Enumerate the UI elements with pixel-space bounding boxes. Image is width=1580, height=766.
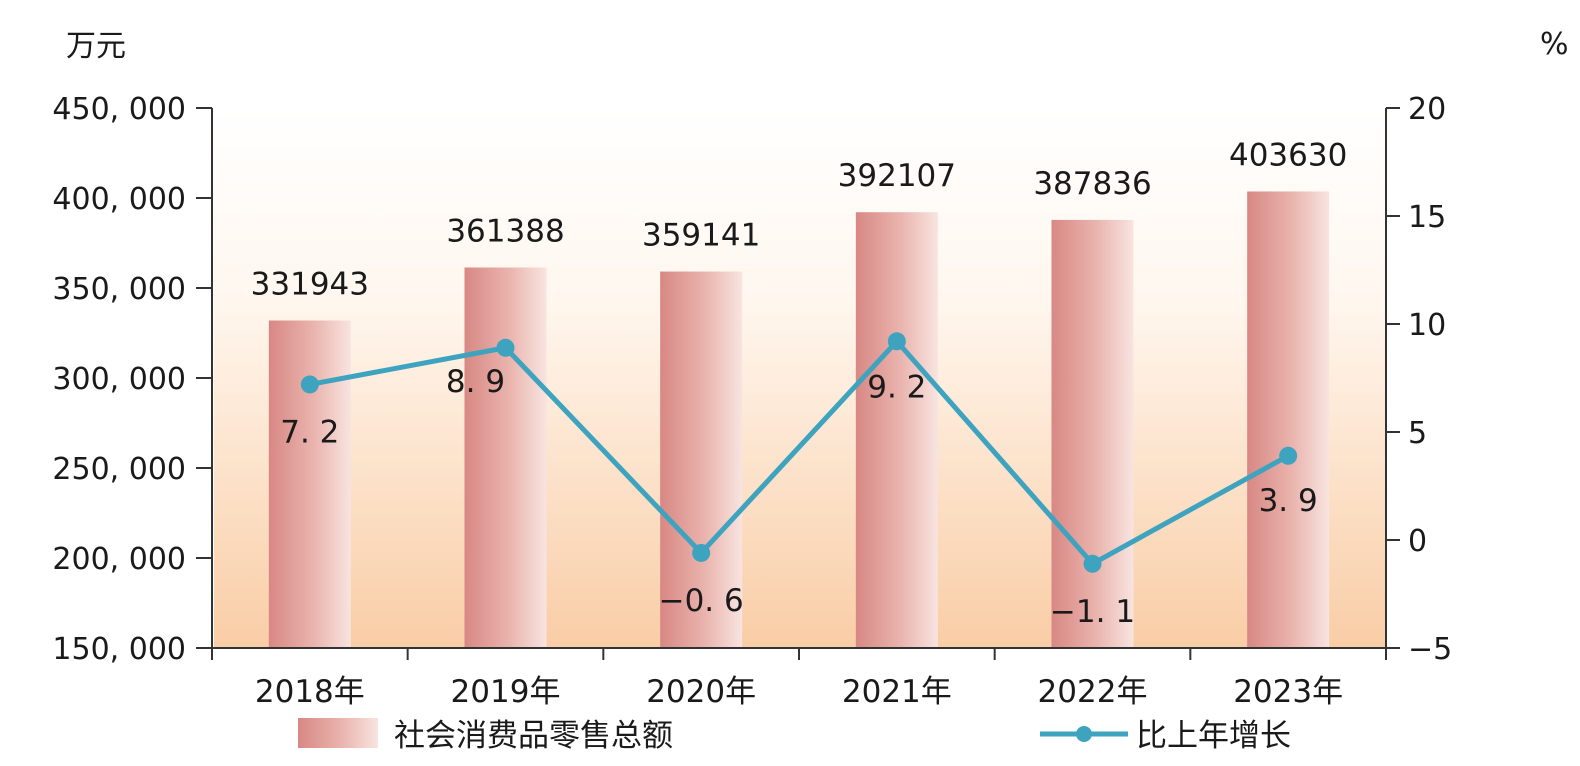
legend: 社会消费品零售总额 比上年增长: [298, 718, 1291, 754]
growth-point: [1083, 554, 1102, 573]
bar-2022: [1051, 219, 1134, 648]
left-ticks-group: 450, 000 400, 000 350, 000 300, 000 250, 000…: [52, 92, 212, 667]
bar-2023: [1247, 191, 1330, 648]
bar-value-label: 392107: [838, 158, 956, 194]
x-tick-label: 2020年: [646, 674, 756, 710]
bar-2018: [268, 320, 351, 648]
bar-value-label: 361388: [446, 214, 564, 250]
legend-bar-label: 社会消费品零售总额: [394, 718, 673, 754]
growth-value-label: −0. 6: [659, 583, 744, 619]
bar-value-label: 387836: [1033, 166, 1151, 202]
growth-point: [692, 543, 711, 562]
left-tick-label: 450, 000: [52, 92, 186, 127]
bar-2021: [855, 212, 938, 648]
right-tick-label: 15: [1408, 200, 1446, 235]
left-tick-label: 350, 000: [52, 272, 186, 307]
plot-background: [214, 108, 1386, 648]
growth-value-label: 8. 9: [446, 364, 505, 400]
legend-line-marker: [1076, 726, 1092, 742]
left-tick-label: 400, 000: [52, 182, 186, 217]
left-tick-label: 150, 000: [52, 632, 186, 667]
x-tick-label: 2022年: [1038, 674, 1148, 710]
bar-value-label: 403630: [1229, 137, 1347, 173]
growth-value-label: −1. 1: [1050, 594, 1135, 630]
right-tick-label: 0: [1408, 524, 1427, 559]
growth-value-label: 7. 2: [280, 414, 339, 450]
bar-value-label: 359141: [642, 218, 760, 254]
bar-labels-group: 331943 361388 359141 392107 387836 403630: [251, 137, 1348, 302]
growth-point: [300, 375, 319, 394]
growth-point: [1279, 446, 1298, 465]
legend-bar-swatch: [298, 718, 378, 748]
left-axis-unit: 万元: [66, 29, 126, 64]
right-tick-label: 5: [1408, 416, 1427, 451]
x-tick-label: 2023年: [1233, 674, 1343, 710]
growth-point: [496, 338, 515, 357]
x-tick-label: 2019年: [451, 674, 561, 710]
left-tick-label: 200, 000: [52, 542, 186, 577]
growth-value-label: 9. 2: [867, 369, 926, 405]
right-tick-label: 20: [1408, 92, 1446, 127]
x-tick-label: 2021年: [842, 674, 952, 710]
growth-line: [309, 338, 1290, 567]
growth-line-group: [300, 332, 1298, 573]
bar-2019: [464, 267, 547, 648]
x-tick-label: 2018年: [255, 674, 365, 710]
left-tick-label: 300, 000: [52, 362, 186, 397]
legend-line-label: 比上年增长: [1136, 718, 1291, 754]
growth-point: [887, 332, 906, 351]
bars-group: [268, 191, 1330, 648]
right-ticks-group: 20 15 10 5 0 −5: [1386, 92, 1452, 667]
right-axis-unit: %: [1540, 27, 1569, 62]
growth-labels-group: 7. 2 8. 9 −0. 6 9. 2 −1. 1 3. 9: [280, 364, 1317, 630]
bar-2020: [660, 271, 743, 648]
right-tick-label: −5: [1408, 632, 1452, 667]
right-tick-label: 10: [1408, 308, 1446, 343]
x-ticks-group: 2018年 2019年 2020年 2021年 2022年 2023年: [211, 648, 1387, 710]
bar-value-label: 331943: [251, 267, 369, 303]
growth-value-label: 3. 9: [1259, 483, 1318, 519]
left-tick-label: 250, 000: [52, 452, 186, 487]
